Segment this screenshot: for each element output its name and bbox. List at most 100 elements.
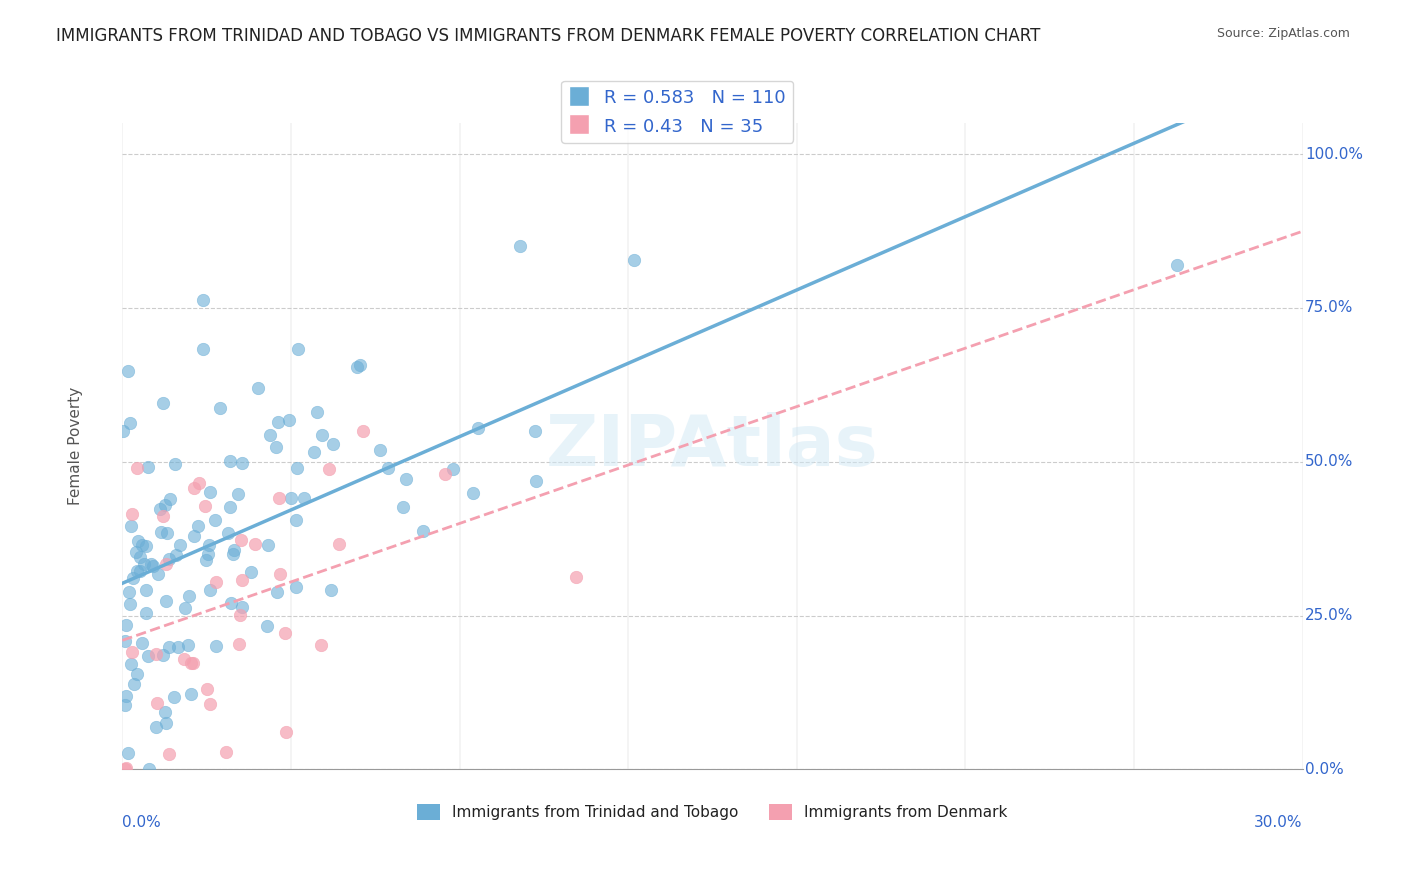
Point: [191, 343, 214, 357]
Point: [127, 564, 149, 578]
Point: [120, 519, 142, 533]
Point: [392, 500, 415, 515]
Point: [319, 582, 342, 597]
Point: [177, 638, 200, 652]
Point: [146, 567, 169, 582]
Point: [349, 358, 371, 372]
Point: [129, 564, 152, 578]
Point: [218, 454, 240, 468]
Point: [152, 648, 174, 663]
Point: [131, 636, 153, 650]
Point: [135, 606, 157, 620]
Point: [231, 574, 253, 588]
Point: [269, 567, 291, 582]
Point: [127, 460, 149, 475]
Text: 25.0%: 25.0%: [1305, 608, 1354, 623]
Point: [346, 359, 368, 374]
Point: [523, 424, 546, 438]
Point: [157, 640, 180, 655]
Point: [169, 538, 191, 552]
Point: [292, 491, 315, 505]
Point: [165, 549, 187, 563]
Point: [412, 524, 434, 538]
Point: [115, 617, 138, 632]
Point: [205, 575, 228, 590]
Point: [243, 536, 266, 550]
Text: 0.0%: 0.0%: [122, 814, 162, 830]
Point: [309, 638, 332, 652]
Point: [157, 552, 180, 566]
Point: [138, 762, 160, 776]
Point: [267, 491, 290, 506]
Point: [247, 381, 270, 395]
Point: [267, 415, 290, 429]
Point: [217, 526, 239, 541]
Point: [115, 690, 138, 704]
Point: [285, 580, 308, 594]
Point: [177, 589, 200, 603]
Point: [157, 747, 180, 761]
Text: 0.0%: 0.0%: [1305, 762, 1344, 777]
Text: IMMIGRANTS FROM TRINIDAD AND TOBAGO VS IMMIGRANTS FROM DENMARK FEMALE POVERTY CO: IMMIGRANTS FROM TRINIDAD AND TOBAGO VS I…: [56, 27, 1040, 45]
Text: 30.0%: 30.0%: [1254, 814, 1303, 830]
Point: [395, 472, 418, 486]
Point: [150, 525, 173, 540]
Legend: R = 0.583   N = 110, R = 0.43   N = 35: R = 0.583 N = 110, R = 0.43 N = 35: [561, 80, 793, 143]
Point: [115, 761, 138, 775]
Point: [467, 420, 489, 434]
Point: [287, 342, 309, 356]
Point: [311, 428, 333, 442]
Point: [368, 442, 391, 457]
Point: [377, 460, 399, 475]
Point: [200, 698, 222, 712]
Point: [197, 548, 219, 562]
Point: [125, 666, 148, 681]
Point: [307, 405, 329, 419]
Point: [239, 565, 262, 579]
Point: [117, 747, 139, 761]
Point: [565, 570, 588, 584]
Point: [180, 687, 202, 701]
Point: [198, 582, 221, 597]
Point: [229, 608, 252, 623]
Point: [129, 549, 152, 564]
Point: [145, 720, 167, 734]
Point: [219, 500, 242, 514]
Point: [280, 491, 302, 505]
Point: [219, 596, 242, 610]
Point: [524, 474, 547, 488]
Text: ZIPAtlas: ZIPAtlas: [546, 412, 879, 481]
Point: [328, 537, 350, 551]
Point: [231, 533, 253, 547]
Text: 50.0%: 50.0%: [1305, 454, 1354, 469]
Point: [156, 526, 179, 541]
Point: [153, 705, 176, 719]
Point: [188, 476, 211, 491]
Point: [180, 656, 202, 670]
Point: [277, 413, 299, 427]
Point: [155, 594, 177, 608]
Point: [124, 676, 146, 690]
Point: [155, 498, 177, 512]
Point: [191, 293, 214, 307]
Point: [318, 462, 340, 476]
Point: [134, 557, 156, 571]
Point: [433, 467, 456, 481]
Point: [145, 647, 167, 661]
Point: [222, 547, 245, 561]
Point: [135, 539, 157, 553]
Point: [155, 557, 177, 571]
Point: [226, 487, 249, 501]
Point: [121, 507, 143, 521]
Point: [121, 657, 143, 671]
Point: [152, 509, 174, 524]
Point: [131, 538, 153, 552]
Point: [509, 239, 531, 253]
Point: [222, 543, 245, 558]
Point: [122, 571, 145, 585]
Point: [463, 486, 485, 500]
Point: [127, 534, 149, 549]
Point: [163, 457, 186, 471]
Point: [256, 537, 278, 551]
Point: [117, 364, 139, 378]
